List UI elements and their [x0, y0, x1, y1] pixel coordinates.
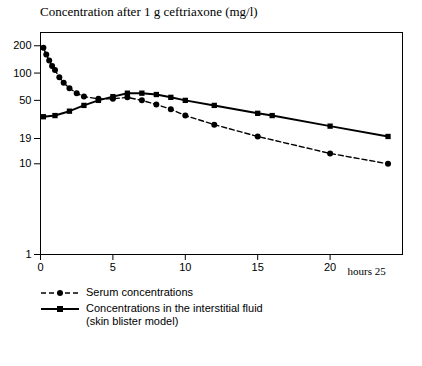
- html-text:Concentrations in the intersti: Concentrations in the interstitial fluid…: [86, 302, 263, 327]
- html-text:Serum concentrations: Serum concentrations: [86, 286, 193, 298]
- svg-text:0: 0: [37, 261, 43, 273]
- svg-text:10: 10: [19, 157, 31, 169]
- svg-text:hours 25: hours 25: [347, 265, 386, 277]
- svg-text:5: 5: [110, 261, 116, 273]
- svg-text:19: 19: [19, 132, 31, 144]
- svg-text:15: 15: [252, 261, 264, 273]
- html-text:Concentration after 1 g ceftri: Concentration after 1 g ceftriaxone (mg/…: [40, 4, 258, 19]
- svg-text:10: 10: [179, 261, 191, 273]
- svg-text:100: 100: [13, 67, 31, 79]
- svg-text:200: 200: [13, 39, 31, 51]
- svg-text:20: 20: [324, 261, 336, 273]
- svg-text:1: 1: [25, 248, 31, 260]
- svg-text:50: 50: [19, 94, 31, 106]
